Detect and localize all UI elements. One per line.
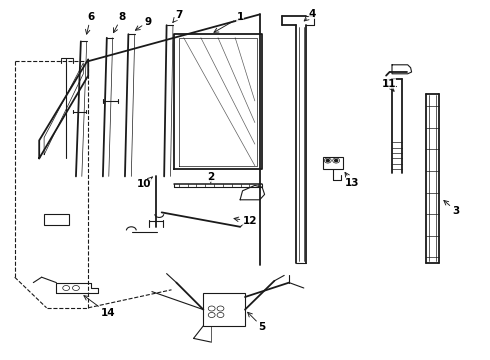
Bar bbox=[203, 293, 245, 326]
Bar bbox=[323, 157, 343, 169]
Text: 1: 1 bbox=[214, 12, 244, 32]
Text: 6: 6 bbox=[85, 12, 94, 34]
Text: 7: 7 bbox=[173, 10, 183, 22]
Text: 4: 4 bbox=[304, 9, 317, 21]
Text: 5: 5 bbox=[247, 312, 266, 332]
Text: 8: 8 bbox=[114, 12, 125, 33]
Bar bbox=[44, 214, 69, 225]
Text: 9: 9 bbox=[135, 17, 151, 30]
Text: 10: 10 bbox=[137, 177, 152, 189]
Text: 12: 12 bbox=[234, 216, 257, 226]
Circle shape bbox=[335, 159, 338, 162]
Text: 13: 13 bbox=[344, 172, 359, 188]
Text: 2: 2 bbox=[207, 172, 214, 183]
Circle shape bbox=[326, 159, 329, 162]
Text: 14: 14 bbox=[84, 296, 115, 318]
Text: 3: 3 bbox=[444, 201, 459, 216]
Text: 11: 11 bbox=[381, 78, 396, 91]
